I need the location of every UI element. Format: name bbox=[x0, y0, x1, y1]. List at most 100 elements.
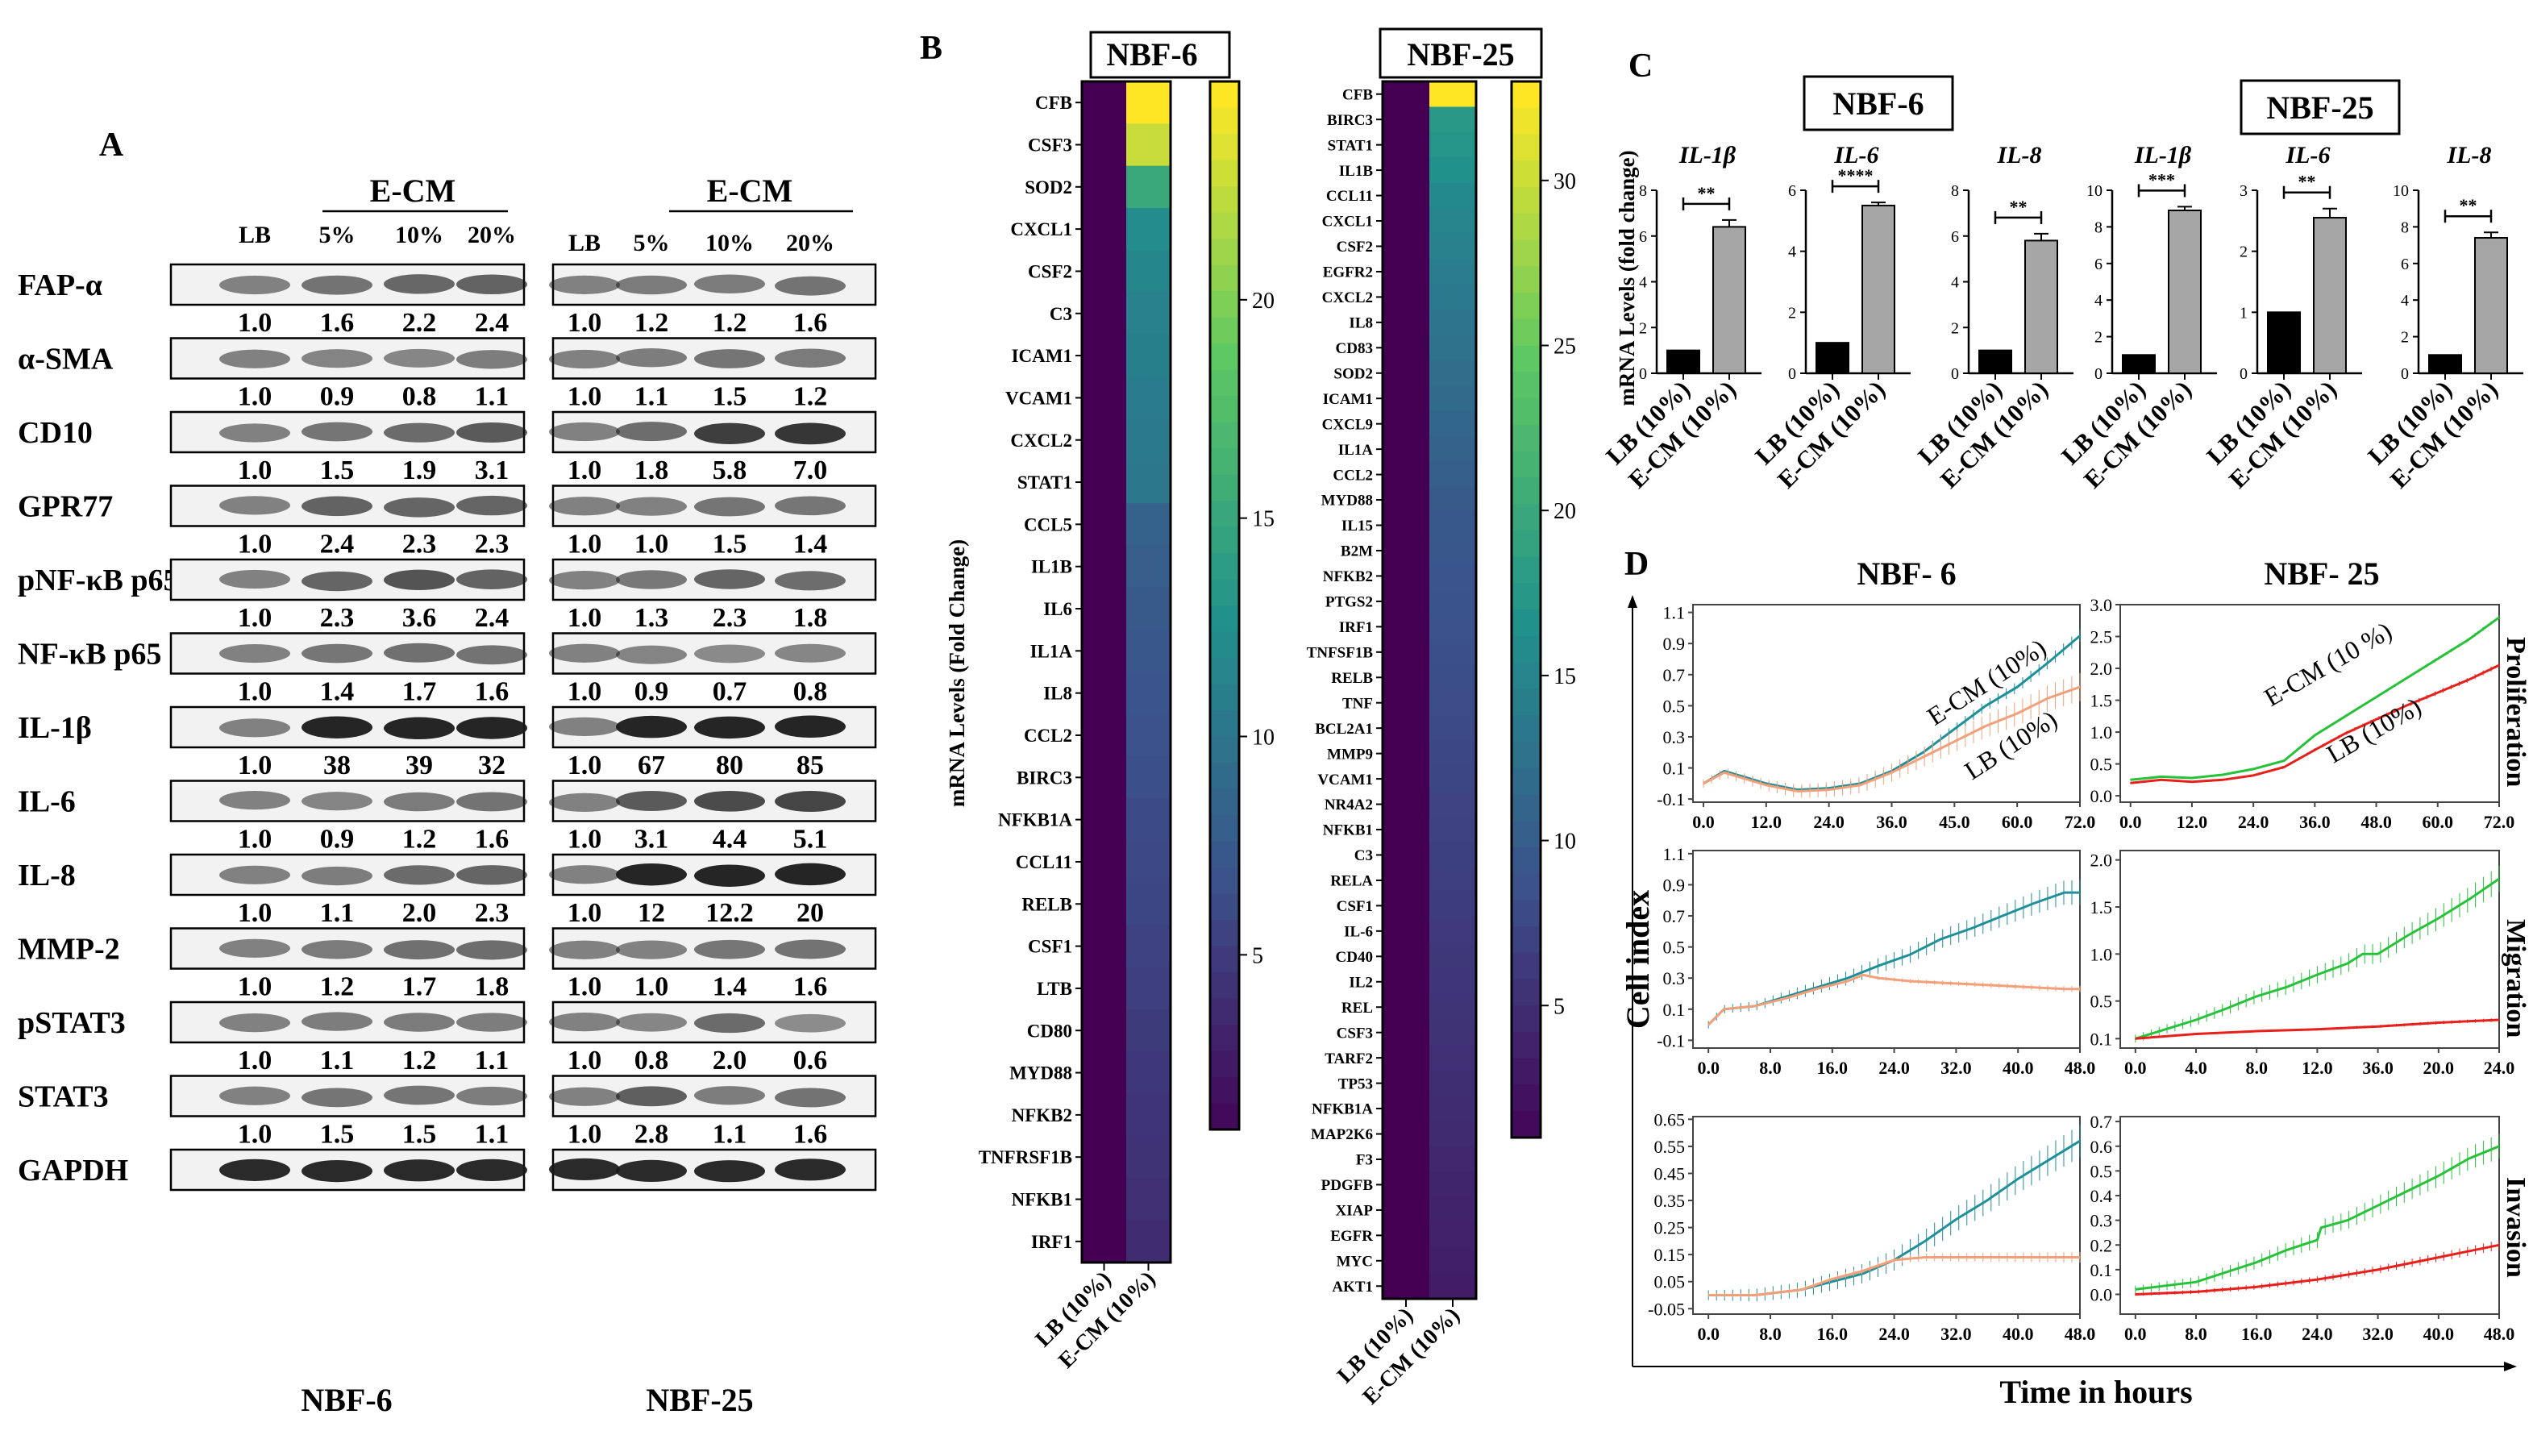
heatmap-cell bbox=[1383, 715, 1430, 742]
protein-band bbox=[302, 496, 372, 517]
heatmap-cell bbox=[1383, 892, 1430, 919]
x-tick-label: 0.0 bbox=[2119, 812, 2142, 832]
colorbar-segment bbox=[1210, 553, 1239, 580]
band-quantification: 1.0 bbox=[238, 382, 272, 412]
x-tick-label: 24.0 bbox=[2484, 1058, 2515, 1078]
colorbar-segment bbox=[1210, 893, 1239, 921]
axis-arrowhead-y bbox=[1628, 595, 1637, 608]
lane-label: 20% bbox=[786, 230, 834, 256]
y-tick-label: 0.7 bbox=[1663, 906, 1686, 926]
heatmap-row-label: ICAM1 bbox=[1323, 391, 1373, 408]
heatmap-cell bbox=[1429, 1248, 1477, 1275]
heatmap-row-label: CSF2 bbox=[1337, 239, 1373, 256]
heatmap-title: NBF-6 bbox=[1106, 36, 1197, 73]
heatmap-cell bbox=[1429, 817, 1477, 843]
protein-band bbox=[384, 497, 455, 518]
band-quantification: 1.2 bbox=[402, 1046, 437, 1075]
protein-band bbox=[694, 569, 765, 589]
heatmap-row-label: SOD2 bbox=[1333, 365, 1373, 382]
heatmap-row-label: BIRC3 bbox=[1017, 768, 1072, 788]
heatmap-cell bbox=[1082, 1093, 1127, 1137]
colorbar-segment bbox=[1210, 658, 1239, 685]
protein-band bbox=[775, 643, 846, 663]
x-tick-label: 36.0 bbox=[2299, 812, 2331, 832]
heatmap-row-label: MYD88 bbox=[1009, 1063, 1072, 1084]
heatmap-row-label: LTB bbox=[1037, 979, 1072, 999]
heatmap-row-label: NFKB2 bbox=[1012, 1105, 1072, 1125]
band-quantification: 1.4 bbox=[713, 972, 747, 1002]
protein-band bbox=[549, 1087, 620, 1106]
colorbar-segment bbox=[1210, 186, 1239, 214]
heatmap-row-label: CXCL1 bbox=[1322, 214, 1373, 231]
protein-band bbox=[456, 940, 527, 960]
heatmap-cell bbox=[1082, 292, 1127, 335]
protein-band bbox=[549, 1158, 620, 1180]
colorbar-segment bbox=[1512, 160, 1541, 188]
protein-band bbox=[694, 422, 765, 444]
colorbar-frame bbox=[1510, 80, 1542, 1139]
band-quantification: 1.5 bbox=[320, 1120, 355, 1150]
y-tick-label: -0.1 bbox=[1657, 789, 1685, 809]
x-tick-label: 24.0 bbox=[2302, 1324, 2333, 1344]
colorbar-segment bbox=[1210, 422, 1239, 449]
heatmap-cell bbox=[1383, 817, 1430, 843]
lane-label: 10% bbox=[395, 222, 443, 248]
colorbar-segment bbox=[1210, 369, 1239, 397]
panel-a-western-blots: A E-CM LB 5% 10% 20% E-CM LB 5% 10% 20% FAP-α 1.0 1.6… bbox=[18, 127, 877, 1418]
bar-y-tick-label: 8 bbox=[1639, 182, 1647, 200]
bar-y-tick-label: 4 bbox=[2401, 292, 2409, 310]
significance-stars: *** bbox=[2148, 169, 2175, 189]
x-tick-label: 60.0 bbox=[2423, 812, 2454, 832]
bar bbox=[1978, 349, 2012, 374]
heatmap-cell bbox=[1429, 943, 1477, 970]
band-quantification: 12.2 bbox=[705, 898, 754, 928]
band-quantification: 1.0 bbox=[568, 825, 602, 855]
band-quantification: 2.0 bbox=[402, 898, 437, 928]
protein-band bbox=[456, 495, 527, 516]
heatmap-cell bbox=[1383, 969, 1430, 995]
colorbar-segment bbox=[1210, 763, 1239, 790]
y-tick-label: 3.0 bbox=[2090, 595, 2113, 615]
colorbar-segment bbox=[1512, 293, 1541, 320]
x-tick-label: 16.0 bbox=[1817, 1324, 1849, 1344]
heatmap-cell bbox=[1126, 883, 1171, 926]
band-quantification: 0.8 bbox=[634, 1046, 669, 1075]
band-quantification: 32 bbox=[478, 751, 505, 780]
colorbar-segment bbox=[1210, 946, 1239, 973]
colorbar-segment bbox=[1210, 631, 1239, 659]
heatmap-cell bbox=[1383, 1171, 1430, 1198]
colorbar-segment bbox=[1512, 847, 1541, 875]
bar-chart-title: IL-6 bbox=[2286, 142, 2331, 168]
heatmap-cell bbox=[1383, 563, 1430, 589]
protein-band bbox=[616, 348, 687, 368]
band-quantification: 67 bbox=[638, 751, 665, 780]
protein-band bbox=[775, 276, 846, 296]
heatmap-row-label: IL-6 bbox=[1344, 924, 1373, 941]
colorbar-segment bbox=[1512, 239, 1541, 268]
significance-stars: **** bbox=[1838, 165, 1874, 185]
heatmap-cell bbox=[1429, 385, 1477, 412]
protein-band bbox=[302, 349, 372, 368]
bar-y-tick-label: 8 bbox=[2401, 218, 2409, 236]
heatmap-cell bbox=[1082, 207, 1127, 251]
protein-band bbox=[219, 496, 290, 515]
band-quantification: 1.6 bbox=[475, 677, 510, 707]
colorbar-segment bbox=[1210, 1077, 1239, 1104]
colorbar-tick-label: 15 bbox=[1252, 507, 1275, 532]
x-tick-label: 8.0 bbox=[2245, 1058, 2268, 1078]
heatmap-cell bbox=[1383, 1146, 1430, 1173]
heatmap-row-label: C3 bbox=[1354, 847, 1373, 864]
heatmap-cell bbox=[1126, 250, 1171, 293]
heatmap-cell bbox=[1082, 418, 1127, 462]
x-tick-label: 72.0 bbox=[2065, 812, 2096, 832]
plot-frame bbox=[1692, 1116, 2081, 1315]
protein-band bbox=[384, 865, 455, 885]
heatmap-cell bbox=[1383, 766, 1430, 792]
heatmap-cell bbox=[1126, 713, 1171, 757]
heatmap-cell bbox=[1383, 1096, 1430, 1122]
panel-b-heatmaps: B NBF-6 CFB CSF3 SOD2 CXCL1 CSF2 C3 ICAM1 VCAM1 CX… bbox=[920, 27, 1576, 1409]
y-tick-label: 0.5 bbox=[2090, 1161, 2113, 1181]
heatmap-row-label: IL6 bbox=[1043, 599, 1072, 619]
heatmap-cell bbox=[1082, 376, 1127, 420]
heatmap-cell bbox=[1383, 157, 1430, 184]
